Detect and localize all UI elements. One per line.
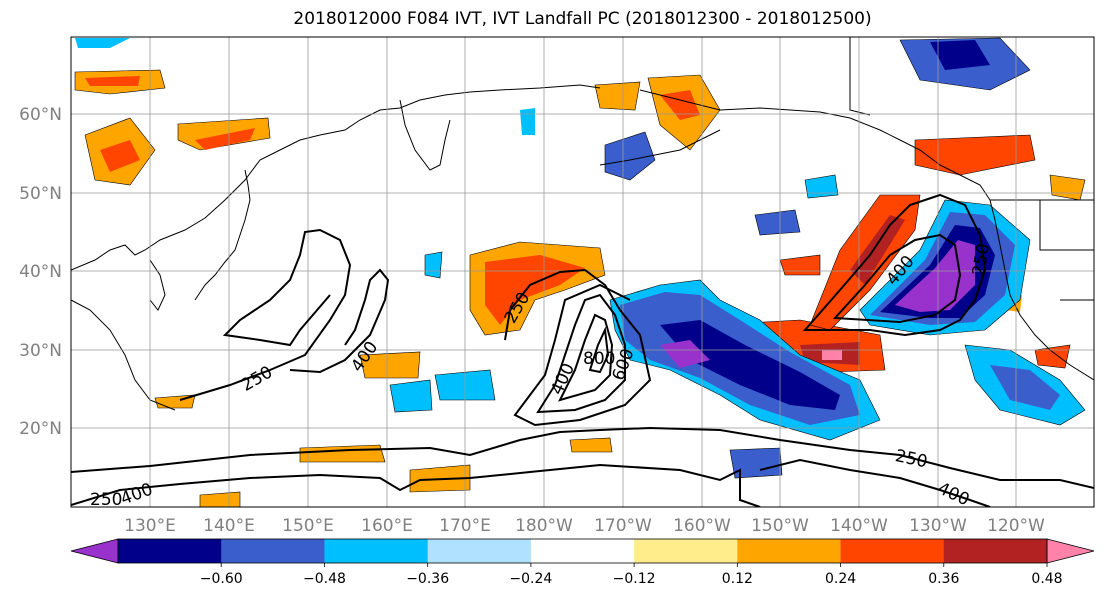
positive-anomaly-region	[299, 444, 386, 463]
colorbar-tick-label: −0.36	[406, 571, 449, 587]
lon-tick-label: 170°E	[439, 516, 491, 536]
negative-anomaly-region	[424, 251, 443, 279]
ivt-contours	[71, 193, 1094, 507]
positive-anomaly-region	[569, 437, 613, 453]
ivt-contour	[588, 326, 610, 374]
ivt-shading	[74, 37, 1086, 507]
negative-anomaly-region	[520, 108, 535, 135]
alaska-coastline	[639, 89, 991, 201]
lon-tick-label: 130°E	[124, 516, 176, 536]
contour-label: 800	[583, 349, 615, 369]
lat-tick-label: 50°N	[19, 184, 62, 204]
contour-label: 250	[90, 490, 122, 510]
positive-anomaly-region	[1034, 344, 1071, 369]
colorbar-tick-label: 0.48	[1031, 571, 1062, 587]
lon-tick-labels: 130°E 140°E 150°E 160°E 170°E 180°W 170°…	[124, 516, 1045, 536]
negative-anomaly-region	[660, 340, 710, 368]
colorbar: −0.60 −0.48 −0.36 −0.24 −0.12 0.12 0.24 0.36 0.4…	[70, 538, 1095, 587]
colorbar-tick-label: 0.24	[825, 571, 856, 587]
aleutian-islands	[599, 129, 721, 166]
ivt-contour	[504, 268, 652, 427]
map-layers: 250 400 250 400 250 400 600 800 400 250 …	[71, 37, 1094, 510]
negative-anomaly-region	[660, 320, 840, 410]
colorbar-extend-high	[1046, 538, 1095, 564]
colorbar-segment	[943, 539, 1048, 563]
map-frame	[70, 36, 1095, 508]
korea-coastline	[149, 259, 166, 311]
negative-anomaly-region	[75, 38, 130, 48]
colorbar-tick-label: −0.12	[613, 571, 656, 587]
colorbar-outline	[117, 538, 1048, 564]
asia-coastline	[71, 84, 601, 271]
negative-anomaly-region	[990, 365, 1060, 410]
positive-anomaly-region	[199, 491, 241, 507]
negative-anomaly-region	[895, 240, 975, 312]
lon-tick-label: 140°E	[203, 516, 255, 536]
ivt-contour	[179, 228, 352, 401]
positive-anomaly-region	[100, 140, 140, 172]
colorbar-segment	[221, 539, 325, 563]
lon-tick-label: 180°W	[515, 516, 573, 536]
colorbar-segment	[530, 539, 635, 563]
colorbar-tick-label: −0.60	[200, 571, 243, 587]
ivt-contour	[289, 268, 390, 374]
negative-anomaly-region	[930, 40, 990, 70]
ivt-contour	[759, 458, 991, 507]
positive-anomaly-region	[359, 351, 421, 379]
lat-tick-labels: 60°N 50°N 40°N 30°N 20°N	[19, 105, 62, 439]
ivt-contour	[802, 193, 987, 337]
kamchatka-coastline	[399, 99, 451, 171]
negative-anomaly-region	[604, 131, 656, 181]
ivt-contour	[71, 463, 761, 507]
positive-anomaly-region	[914, 134, 1036, 176]
lon-tick-label: 160°W	[673, 516, 731, 536]
lon-tick-label: 160°E	[361, 516, 413, 536]
lon-tick-label: 120°W	[987, 516, 1045, 536]
colorbar-segment	[118, 539, 222, 563]
positive-anomaly-region	[594, 81, 641, 111]
colorbar-segment	[737, 539, 842, 563]
colorbar-tick-label: 0.36	[928, 571, 959, 587]
lon-tick-label: 140°W	[830, 516, 888, 536]
lon-tick-label: 150°E	[282, 516, 334, 536]
colorbar-segment	[634, 539, 738, 563]
ivt-contour	[536, 293, 626, 414]
lat-tick-label: 20°N	[19, 419, 62, 439]
negative-anomaly-region	[729, 447, 783, 479]
positive-anomaly-region	[195, 128, 255, 150]
gridlines	[71, 37, 1094, 507]
lon-tick-label: 170°W	[594, 516, 652, 536]
coastlines	[71, 37, 1094, 411]
japan-coastline	[194, 169, 251, 301]
colorbar-segment	[427, 539, 532, 563]
ivt-contour	[558, 313, 614, 402]
colorbar-tick-label: −0.24	[509, 571, 552, 587]
positive-anomaly-region	[822, 350, 842, 360]
ivt-contour	[832, 233, 962, 324]
colorbar-tick-label: −0.48	[303, 571, 346, 587]
map-title: 2018012000 F084 IVT, IVT Landfall PC (20…	[293, 9, 872, 29]
positive-anomaly-region	[85, 76, 140, 86]
lat-tick-label: 60°N	[19, 105, 62, 125]
negative-anomaly-region	[754, 209, 801, 236]
lon-tick-label: 130°W	[909, 516, 967, 536]
negative-anomaly-region	[389, 379, 433, 413]
colorbar-extend-low	[70, 538, 119, 564]
lat-tick-label: 40°N	[19, 262, 62, 282]
colorbar-tick-label: 0.12	[722, 571, 753, 587]
canada-border	[849, 37, 1094, 301]
colorbar-segment	[324, 539, 429, 563]
positive-anomaly-region	[779, 254, 821, 276]
lon-tick-label: 150°W	[751, 516, 809, 536]
north-america-coastline	[989, 199, 1094, 381]
colorbar-segment	[840, 539, 945, 563]
positive-anomaly-region	[850, 215, 905, 285]
lat-tick-label: 30°N	[19, 341, 62, 361]
ivt-contour	[71, 426, 1094, 489]
negative-anomaly-region	[804, 174, 839, 199]
